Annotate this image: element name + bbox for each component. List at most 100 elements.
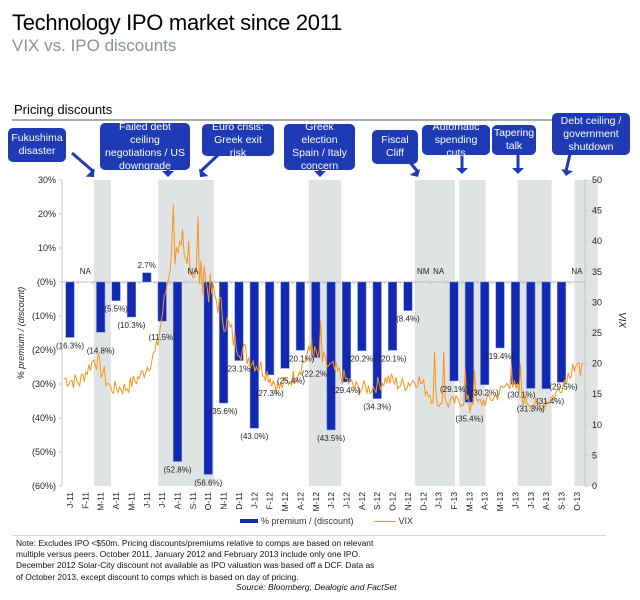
y2-tick-label: 45 [592, 206, 602, 216]
bar [96, 281, 106, 333]
legend-line-swatch [373, 520, 396, 522]
vix-line [64, 204, 584, 413]
legend: % premium / (discount) VIX [240, 516, 413, 526]
bar [388, 281, 398, 351]
y-tick-label: (50%) [32, 447, 56, 457]
bar-value-label: (8.4%) [396, 315, 420, 324]
callout-arrow-shaft [564, 153, 572, 172]
bar-value-label: (20.1%) [379, 354, 407, 363]
x-tick-label: D-11 [234, 492, 244, 510]
bar-value-label: (27.3%) [256, 389, 284, 398]
bar-value-label: (43.5%) [317, 434, 345, 443]
bar [557, 281, 567, 383]
callout-arrow-head [314, 171, 326, 177]
bar-value-label: (43.0%) [240, 432, 268, 441]
callout-line: Fukushima [11, 132, 63, 144]
x-tick-label: N-11 [219, 492, 229, 510]
bar-value-label: (29.5%) [550, 382, 578, 391]
bar-value-label: (23.1%) [225, 365, 253, 374]
callout-line: concern [300, 160, 339, 172]
callout-greek-election-spain-italy-concern: Greek election Spain / Italy concern [284, 121, 355, 172]
bar-value-label: (52.8%) [164, 466, 192, 475]
bar-na-label: NA [80, 267, 92, 276]
x-tick-label: S-13 [557, 492, 567, 510]
callout-line: downgrade [119, 159, 171, 172]
y-tick-label: (20%) [32, 345, 56, 355]
bar [341, 281, 351, 383]
shade-band [93, 180, 111, 486]
x-tick-label: J-13 [510, 492, 520, 509]
bar-value-label: (20.1%) [286, 354, 314, 363]
callout-line: Greek exit risk [214, 133, 262, 159]
y-tick-label: 30% [38, 175, 56, 185]
callout-line: Greek election [301, 121, 338, 146]
legend-bar-swatch [240, 519, 258, 523]
bars [65, 272, 567, 475]
bar-labels: (16.3%) NA (14.8%) (5.5%) (10.3%) 2.7% (11.5%)… [56, 261, 583, 488]
callout-line: disaster [18, 145, 56, 157]
x-tick-label: J-13 [434, 492, 444, 509]
callout-arrow-head [199, 168, 209, 177]
bar-na-label: NM [417, 267, 430, 276]
x-tick-label: A-13 [541, 492, 551, 510]
note-divider [12, 535, 606, 536]
bar-value-label: 2.7% [138, 261, 156, 270]
x-tick-label: J-12 [326, 492, 336, 509]
x-tick-label: F-12 [265, 492, 275, 510]
x-tick-label: M-12 [311, 492, 321, 512]
bar-value-label: (16.3%) [56, 341, 84, 350]
y-tick-label: (0%) [37, 277, 56, 287]
x-tick-label: A-11 [111, 492, 121, 510]
callout-line: spending cuts [434, 133, 478, 159]
callout-debt-ceiling-government-shutdown: Debt ceiling / government shutdown [552, 113, 630, 155]
bar-value-label: (14.8%) [87, 346, 115, 355]
bar-value-label: (20.2%) [348, 355, 376, 364]
shade-band [414, 180, 455, 486]
bar [495, 281, 505, 349]
bar-value-label: (29.1%) [440, 385, 468, 394]
callout-line: Spain / Italy [292, 147, 347, 159]
bar-value-label: (31.3%) [517, 404, 545, 413]
bar [234, 281, 244, 361]
bar [142, 272, 152, 283]
x-tick-label: J-11 [157, 492, 167, 508]
vix-line-group [64, 204, 584, 413]
callout-fukushima-disaster: Fukushima disaster [8, 128, 66, 162]
x-tick-label: D-12 [418, 492, 428, 511]
x-tick-label: A-13 [480, 492, 490, 510]
legend-line-label: VIX [398, 516, 414, 526]
bar-value-label: (11.5%) [148, 333, 176, 342]
callout-arrows [71, 151, 573, 177]
x-tick-label: J-11 [142, 492, 152, 508]
bar-value-label: (30.1%) [507, 390, 535, 399]
bar [326, 281, 336, 431]
x-tick-label: J-12 [249, 492, 259, 509]
bar [126, 281, 136, 318]
callout-line: shutdown [568, 140, 614, 153]
bar [449, 281, 459, 382]
bar [280, 281, 290, 369]
bar [111, 281, 121, 301]
y-tick-label: 20% [38, 209, 56, 219]
x-tick-label: M-11 [96, 492, 106, 511]
y-tick-label: (60%) [32, 481, 56, 491]
y-tick-label: (30%) [32, 379, 56, 389]
bar-value-label: (35.4%) [455, 414, 483, 423]
y-tick-label: (10%) [32, 311, 56, 321]
section-divider [12, 119, 610, 121]
callout-fiscal-cliff: Fiscal Cliff [372, 130, 418, 164]
bar [203, 281, 213, 475]
callout-line: government [563, 127, 619, 140]
bar [372, 281, 382, 399]
callout-arrow-head [456, 168, 468, 174]
bar [219, 281, 229, 404]
callout-arrow-shaft [71, 151, 95, 174]
bar [541, 281, 551, 390]
axes: 30% 20% 10% (0%) (10%) (20%) (30%) (40%) (50%) (6… [32, 175, 602, 511]
bar [357, 281, 367, 351]
bar-value-label: (29.4%) [332, 386, 360, 395]
bar-value-label: (30.2%) [471, 389, 499, 398]
callout-arrow-head [85, 168, 95, 177]
bar [510, 281, 520, 385]
y2-tick-label: 25 [592, 328, 602, 338]
